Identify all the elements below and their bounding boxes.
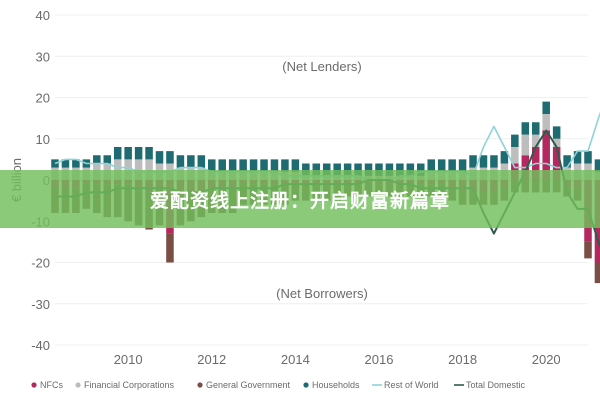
bar-households bbox=[375, 163, 383, 176]
x-tick-label: 2012 bbox=[197, 352, 226, 367]
x-tick-label: 2020 bbox=[532, 352, 561, 367]
bar-households bbox=[531, 122, 540, 135]
bar-households bbox=[270, 159, 279, 172]
bar-households bbox=[333, 163, 341, 176]
legend-label: General Government bbox=[206, 380, 291, 390]
bar-financial-corporations bbox=[124, 159, 132, 180]
bar-households bbox=[552, 126, 561, 139]
bar-financial-corporations bbox=[552, 138, 561, 147]
bar-households bbox=[427, 159, 435, 172]
bar-households bbox=[281, 159, 289, 172]
y-tick-label: 10 bbox=[36, 132, 50, 147]
bar-households bbox=[594, 159, 600, 172]
bar-households bbox=[134, 147, 143, 160]
x-tick-label: 2010 bbox=[114, 352, 143, 367]
bar-households bbox=[479, 155, 488, 168]
bar-households bbox=[542, 101, 550, 114]
bar-households bbox=[364, 163, 373, 176]
legend-swatch bbox=[75, 382, 81, 388]
y-tick-label: 30 bbox=[36, 49, 50, 64]
legend-swatch bbox=[31, 382, 37, 388]
bar-households bbox=[584, 151, 592, 164]
bar-households bbox=[291, 159, 300, 172]
bar-households bbox=[72, 159, 80, 168]
bar-households bbox=[469, 155, 477, 168]
bar-households bbox=[521, 122, 530, 135]
bar-households bbox=[302, 163, 310, 176]
bar-financial-corporations bbox=[542, 114, 550, 131]
x-tick-label: 2018 bbox=[448, 352, 477, 367]
bar-households bbox=[458, 159, 467, 172]
bar-financial-corporations bbox=[511, 147, 519, 164]
bar-households bbox=[197, 155, 206, 168]
annotation-net-lenders: (Net Lenders) bbox=[282, 59, 361, 74]
bar-households bbox=[343, 163, 352, 176]
bar-households bbox=[187, 155, 195, 168]
bar-households bbox=[406, 163, 415, 176]
bar-financial-corporations bbox=[531, 134, 540, 147]
bar-households bbox=[500, 151, 509, 164]
bar-households bbox=[322, 163, 331, 176]
x-tick-label: 2016 bbox=[365, 352, 394, 367]
bar-financial-corporations bbox=[113, 159, 122, 180]
bar-financial-corporations bbox=[134, 159, 143, 180]
legend-label: Financial Corporations bbox=[84, 380, 175, 390]
bar-households bbox=[490, 155, 498, 168]
bar-households bbox=[155, 151, 164, 164]
legend-label: Households bbox=[312, 380, 360, 390]
bar-households bbox=[166, 151, 174, 164]
legend-label: NFCs bbox=[40, 380, 63, 390]
bar-households bbox=[61, 159, 70, 168]
banner-text: 爱配资线上注册：开启财富新篇章 bbox=[149, 189, 450, 212]
bar-households bbox=[260, 159, 268, 172]
x-axis: 2010 2012 2014 2016 2018 2020 bbox=[114, 352, 561, 367]
y-tick-label: 20 bbox=[36, 91, 50, 106]
bar-households bbox=[113, 147, 122, 160]
legend: NFCs Financial Corporations General Govern… bbox=[31, 380, 526, 390]
bar-households bbox=[103, 155, 112, 164]
x-tick-label: 2014 bbox=[281, 352, 310, 367]
bar-households bbox=[511, 134, 519, 147]
legend-label: Total Domestic bbox=[466, 380, 526, 390]
bar-households bbox=[354, 163, 362, 176]
bar-households bbox=[417, 163, 425, 176]
annotation-net-borrowers: (Net Borrowers) bbox=[276, 286, 368, 301]
bar-households bbox=[396, 163, 404, 176]
bar-general-government bbox=[584, 241, 592, 259]
y-tick-label: -40 bbox=[31, 338, 50, 353]
bar-households bbox=[124, 147, 132, 160]
promo-banner: 爱配资线上注册：开启财富新篇章 bbox=[0, 170, 600, 228]
bar-households bbox=[563, 155, 571, 168]
bar-households bbox=[448, 159, 456, 172]
bar-general-government bbox=[166, 233, 174, 263]
bar-households bbox=[228, 159, 237, 172]
bar-households bbox=[239, 159, 247, 172]
bar-households bbox=[145, 147, 153, 160]
legend-swatch bbox=[197, 382, 203, 388]
y-tick-label: -20 bbox=[31, 256, 50, 271]
y-tick-label: -30 bbox=[31, 297, 50, 312]
bar-general-government bbox=[594, 262, 600, 284]
legend-label: Rest of World bbox=[384, 380, 438, 390]
bar-households bbox=[249, 159, 258, 172]
bar-households bbox=[573, 151, 582, 164]
bar-households bbox=[218, 159, 226, 172]
bar-households bbox=[312, 163, 321, 176]
bar-nfcs bbox=[552, 147, 561, 180]
y-tick-label: 40 bbox=[36, 8, 50, 23]
bar-households bbox=[208, 159, 216, 172]
bar-households bbox=[385, 163, 394, 176]
bar-nfcs bbox=[542, 130, 550, 180]
bar-households bbox=[176, 155, 185, 168]
bar-financial-corporations bbox=[521, 134, 530, 156]
bar-households bbox=[93, 155, 101, 164]
bar-financial-corporations bbox=[145, 159, 153, 180]
bar-households bbox=[437, 159, 446, 172]
legend-swatch bbox=[303, 382, 309, 388]
